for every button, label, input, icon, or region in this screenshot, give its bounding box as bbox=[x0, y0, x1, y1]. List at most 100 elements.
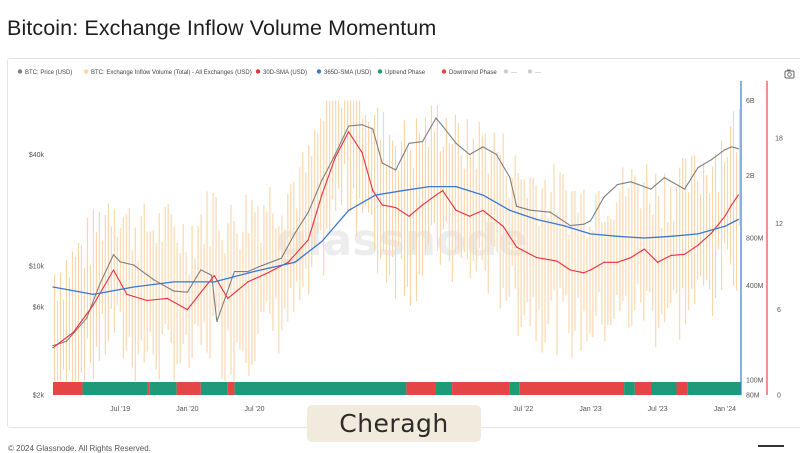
data-point-sma30 bbox=[372, 190, 374, 192]
data-point-price bbox=[210, 274, 213, 276]
price-tick-label: $40k bbox=[29, 152, 45, 159]
data-point-price bbox=[153, 279, 155, 281]
data-point-sma30 bbox=[442, 190, 444, 192]
legend-item-more2[interactable]: ··· bbox=[527, 69, 541, 76]
camera-icon[interactable] bbox=[784, 69, 795, 79]
data-point-sma365 bbox=[294, 261, 296, 263]
data-point-price bbox=[307, 211, 309, 213]
data-point-price bbox=[603, 196, 605, 198]
phase-segment-uptrend bbox=[687, 382, 741, 395]
data-point-price bbox=[737, 148, 739, 150]
data-point-price bbox=[99, 283, 101, 285]
data-point-sma30 bbox=[408, 215, 410, 217]
phase-segment-downtrend bbox=[519, 382, 625, 395]
data-point-sma30 bbox=[657, 261, 659, 263]
legend-item-downtrend[interactable]: Downtrend Phase bbox=[441, 69, 498, 76]
legend-item-sma365[interactable]: 365D-SMA (USD) bbox=[316, 69, 372, 76]
data-point-sma30 bbox=[589, 269, 592, 271]
data-point-sma30 bbox=[247, 281, 249, 283]
data-point-sma365 bbox=[657, 236, 659, 238]
data-point-price bbox=[408, 142, 410, 144]
data-point-sma30 bbox=[227, 297, 229, 299]
data-point-price bbox=[119, 261, 121, 263]
x-tick-label: Jan '24 bbox=[714, 406, 736, 413]
data-point-sma30 bbox=[710, 232, 713, 234]
data-point-price bbox=[549, 211, 551, 213]
data-point-price bbox=[583, 223, 585, 225]
data-point-sma30 bbox=[643, 248, 645, 250]
secondary-tick-label: 0 bbox=[777, 393, 781, 400]
legend-item-inflow[interactable]: BTC: Exchange Inflow Volume (Total) - Al… bbox=[83, 69, 252, 76]
phase-bar bbox=[53, 382, 741, 395]
data-point-price bbox=[482, 146, 484, 148]
legend-item-uptrend[interactable]: Uptrend Phase bbox=[377, 69, 426, 76]
data-point-sma30 bbox=[267, 272, 269, 274]
legend-item-price[interactable]: BTC: Price (USD) bbox=[17, 69, 73, 76]
data-point-sma365 bbox=[737, 218, 739, 221]
volume-tick-label: 6B bbox=[746, 98, 755, 105]
data-point-price bbox=[683, 188, 686, 190]
phase-segment-downtrend bbox=[452, 382, 510, 395]
data-point-sma30 bbox=[435, 194, 437, 196]
data-point-sma365 bbox=[428, 186, 430, 188]
data-point-sma30 bbox=[730, 204, 733, 206]
corner-mark bbox=[758, 445, 784, 447]
data-point-sma365 bbox=[563, 224, 565, 227]
data-point-sma30 bbox=[321, 194, 323, 196]
data-point-price bbox=[186, 291, 188, 293]
data-point-sma365 bbox=[589, 233, 592, 235]
inflow-volume-bars bbox=[53, 100, 741, 381]
phase-segment-downtrend bbox=[176, 382, 201, 395]
legend-swatch-more2 bbox=[527, 69, 533, 74]
data-point-sma30 bbox=[361, 151, 363, 154]
data-point-sma365 bbox=[253, 270, 256, 273]
legend: BTC: Price (USD) BTC: Exchange Inflow Vol… bbox=[17, 69, 541, 76]
data-point-price bbox=[133, 264, 135, 266]
phase-segment-uptrend bbox=[234, 382, 407, 395]
x-tick-label: Jan '23 bbox=[579, 406, 601, 413]
price-tick-label: $6k bbox=[33, 304, 45, 311]
data-point-price bbox=[495, 153, 498, 156]
phase-segment-downtrend bbox=[676, 382, 688, 395]
volume-tick-label: 100M bbox=[746, 377, 764, 384]
data-point-sma30 bbox=[583, 272, 585, 274]
cheragh-logo: Cheragh bbox=[307, 405, 481, 442]
data-point-price bbox=[173, 290, 175, 292]
page-title: Bitcoin: Exchange Inflow Volume Momentum bbox=[7, 16, 437, 40]
data-point-sma365 bbox=[455, 186, 457, 188]
data-point-sma30 bbox=[395, 206, 397, 209]
series-line-sma30 bbox=[52, 131, 739, 349]
phase-segment-uptrend bbox=[82, 382, 148, 395]
legend-label-sma30: 30D-SMA (USD) bbox=[263, 70, 307, 76]
secondary-tick-label: 18 bbox=[775, 136, 783, 143]
legend-swatch-more1 bbox=[503, 69, 509, 74]
x-tick-label: Jul '19 bbox=[110, 406, 130, 413]
data-point-sma365 bbox=[213, 281, 215, 283]
data-point-sma365 bbox=[536, 218, 538, 221]
phase-segment-downtrend bbox=[147, 382, 150, 395]
data-point-price bbox=[569, 225, 571, 227]
data-point-price bbox=[65, 340, 68, 342]
data-point-sma30 bbox=[502, 225, 504, 227]
data-point-price bbox=[509, 177, 511, 179]
data-point-sma365 bbox=[401, 190, 403, 192]
data-point-sma365 bbox=[482, 194, 484, 196]
legend-label-inflow: BTC: Exchange Inflow Volume (Total) - Al… bbox=[91, 70, 252, 76]
data-point-price bbox=[730, 146, 733, 148]
data-point-price bbox=[468, 153, 471, 156]
data-point-sma30 bbox=[482, 209, 484, 211]
x-tick-label: Jul '20 bbox=[245, 406, 265, 413]
data-point-price bbox=[85, 317, 88, 319]
data-point-price bbox=[294, 232, 296, 234]
data-point-price bbox=[112, 253, 115, 256]
legend-swatch-sma30 bbox=[255, 69, 261, 74]
legend-item-more1[interactable]: ··· bbox=[503, 69, 517, 76]
data-point-price bbox=[630, 181, 632, 183]
data-point-sma30 bbox=[737, 194, 739, 196]
data-point-sma30 bbox=[92, 304, 94, 306]
legend-item-sma30[interactable]: 30D-SMA (USD) bbox=[255, 69, 307, 76]
data-point-price bbox=[200, 269, 202, 271]
data-point-price bbox=[724, 149, 726, 151]
data-point-sma30 bbox=[683, 253, 686, 255]
